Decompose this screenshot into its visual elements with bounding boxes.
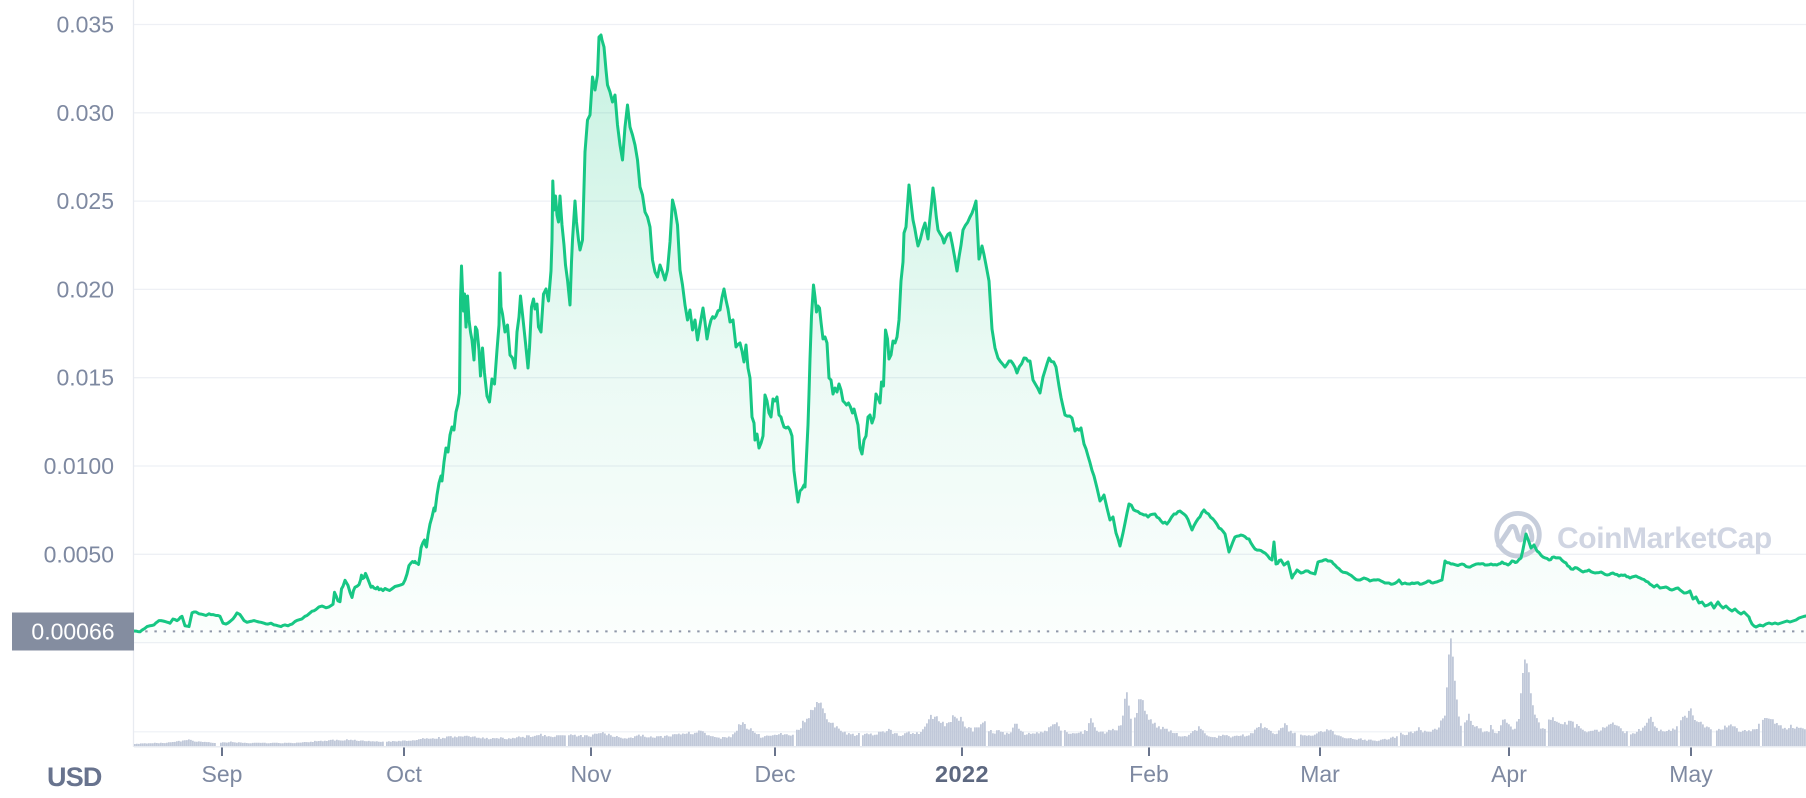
svg-text:Nov: Nov bbox=[571, 761, 612, 787]
svg-text:0.025: 0.025 bbox=[56, 188, 114, 214]
svg-text:0.0100: 0.0100 bbox=[44, 453, 114, 479]
svg-text:0.020: 0.020 bbox=[56, 276, 114, 302]
svg-text:0.00066: 0.00066 bbox=[31, 619, 114, 645]
svg-text:Feb: Feb bbox=[1129, 761, 1169, 787]
svg-text:0.015: 0.015 bbox=[56, 365, 114, 391]
svg-text:Mar: Mar bbox=[1300, 761, 1340, 787]
svg-text:May: May bbox=[1669, 761, 1713, 787]
svg-text:2022: 2022 bbox=[935, 761, 989, 787]
svg-text:0.035: 0.035 bbox=[56, 12, 114, 38]
svg-text:0.0050: 0.0050 bbox=[44, 541, 114, 567]
svg-text:Apr: Apr bbox=[1491, 761, 1527, 787]
svg-text:CoinMarketCap: CoinMarketCap bbox=[1557, 522, 1772, 555]
svg-text:USD: USD bbox=[47, 762, 102, 792]
svg-text:Sep: Sep bbox=[202, 761, 243, 787]
svg-text:Dec: Dec bbox=[755, 761, 796, 787]
svg-text:0.030: 0.030 bbox=[56, 100, 114, 126]
svg-text:Oct: Oct bbox=[386, 761, 422, 787]
